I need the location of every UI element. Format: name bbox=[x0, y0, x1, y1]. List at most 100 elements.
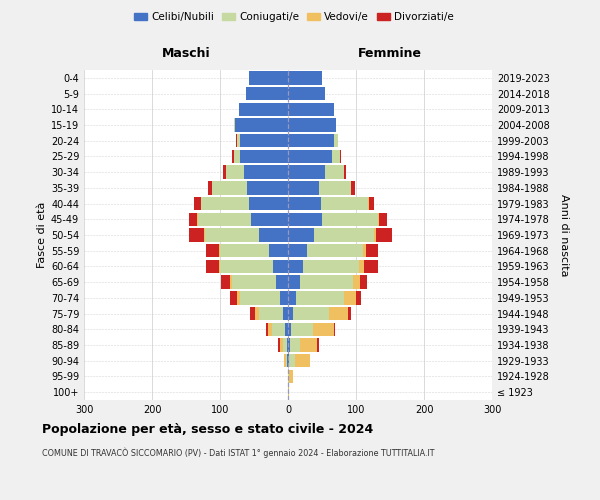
Bar bbox=[288, 102, 334, 116]
Bar bbox=[288, 338, 317, 351]
Bar bbox=[232, 150, 288, 163]
Bar bbox=[226, 166, 288, 179]
Bar bbox=[284, 354, 288, 368]
Bar bbox=[288, 197, 374, 210]
Bar bbox=[288, 197, 368, 210]
Bar bbox=[288, 118, 336, 132]
Bar bbox=[250, 307, 288, 320]
Bar bbox=[218, 244, 288, 258]
Bar bbox=[288, 166, 344, 179]
Bar bbox=[205, 228, 288, 241]
Bar bbox=[221, 276, 288, 289]
Bar bbox=[244, 166, 288, 179]
Bar bbox=[203, 228, 288, 241]
Bar bbox=[239, 102, 288, 116]
Bar bbox=[288, 307, 348, 320]
Y-axis label: Anni di nascita: Anni di nascita bbox=[559, 194, 569, 276]
Bar bbox=[234, 118, 288, 132]
Bar bbox=[288, 322, 292, 336]
Bar bbox=[288, 322, 335, 336]
Bar bbox=[288, 291, 356, 304]
Bar bbox=[220, 244, 288, 258]
Bar bbox=[288, 118, 336, 132]
Bar bbox=[212, 181, 288, 194]
Bar bbox=[288, 71, 322, 85]
Bar bbox=[237, 134, 288, 147]
Bar bbox=[288, 228, 376, 241]
Bar bbox=[288, 244, 307, 258]
Bar bbox=[194, 197, 288, 210]
Bar bbox=[288, 291, 296, 304]
Bar bbox=[284, 322, 288, 336]
Bar bbox=[288, 134, 334, 147]
Bar bbox=[273, 260, 288, 273]
Bar bbox=[233, 150, 288, 163]
Bar bbox=[288, 354, 310, 368]
Bar bbox=[288, 118, 336, 132]
Bar bbox=[230, 276, 288, 289]
Bar bbox=[288, 322, 313, 336]
Bar bbox=[237, 134, 288, 147]
Text: Maschi: Maschi bbox=[161, 47, 211, 60]
Bar bbox=[288, 71, 322, 85]
Bar bbox=[288, 181, 351, 194]
Bar bbox=[288, 244, 379, 258]
Bar bbox=[251, 212, 288, 226]
Bar bbox=[288, 276, 360, 289]
Bar bbox=[288, 212, 379, 226]
Bar bbox=[206, 260, 288, 273]
Bar bbox=[266, 322, 288, 336]
Bar bbox=[288, 71, 322, 85]
Bar bbox=[248, 71, 288, 85]
Bar bbox=[288, 71, 322, 85]
Bar bbox=[288, 134, 338, 147]
Bar bbox=[288, 150, 340, 163]
Bar bbox=[223, 166, 288, 179]
Bar bbox=[288, 181, 351, 194]
Bar bbox=[287, 338, 288, 351]
Bar bbox=[288, 134, 338, 147]
Bar bbox=[288, 370, 293, 383]
Bar bbox=[288, 354, 289, 368]
Bar bbox=[234, 118, 288, 132]
Bar bbox=[288, 307, 351, 320]
Bar bbox=[288, 291, 344, 304]
Bar bbox=[288, 87, 325, 100]
Bar bbox=[248, 71, 288, 85]
Bar bbox=[288, 386, 289, 399]
Bar bbox=[288, 338, 319, 351]
Bar bbox=[283, 338, 288, 351]
Bar bbox=[206, 244, 288, 258]
Bar bbox=[283, 307, 288, 320]
Bar bbox=[189, 228, 288, 241]
Bar bbox=[288, 260, 303, 273]
Bar bbox=[234, 118, 288, 132]
Bar bbox=[269, 244, 288, 258]
Bar bbox=[288, 212, 322, 226]
Bar bbox=[230, 291, 288, 304]
Bar bbox=[288, 307, 329, 320]
Bar bbox=[189, 212, 288, 226]
Bar bbox=[288, 244, 366, 258]
Bar bbox=[288, 150, 332, 163]
Bar bbox=[248, 71, 288, 85]
Bar bbox=[288, 181, 319, 194]
Bar bbox=[239, 102, 288, 116]
Bar bbox=[246, 87, 288, 100]
Bar bbox=[280, 291, 288, 304]
Bar bbox=[288, 276, 353, 289]
Bar bbox=[288, 307, 293, 320]
Bar bbox=[288, 291, 361, 304]
Bar bbox=[288, 118, 335, 132]
Bar bbox=[288, 370, 293, 383]
Bar bbox=[288, 212, 378, 226]
Bar bbox=[259, 307, 288, 320]
Bar bbox=[288, 260, 364, 273]
Bar bbox=[235, 118, 288, 132]
Bar bbox=[288, 150, 340, 163]
Bar bbox=[288, 228, 314, 241]
Bar bbox=[288, 260, 359, 273]
Bar bbox=[286, 354, 288, 368]
Bar bbox=[288, 354, 295, 368]
Bar bbox=[218, 260, 288, 273]
